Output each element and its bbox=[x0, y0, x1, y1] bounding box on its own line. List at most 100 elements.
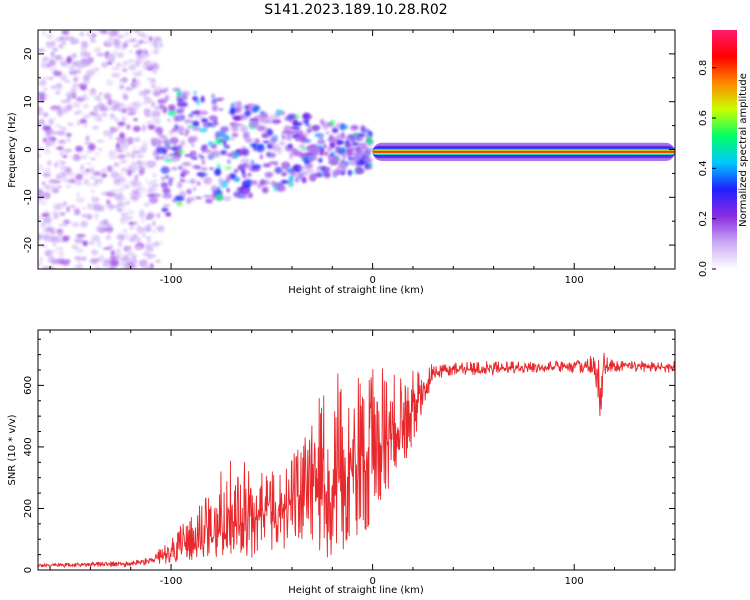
noise-blob bbox=[149, 80, 157, 84]
colorbar: 0.0 0.2 0.4 0.6 0.8 Normalized spectral ampl… bbox=[698, 30, 749, 277]
transition-blob bbox=[250, 159, 255, 166]
transition-blob bbox=[259, 179, 266, 186]
transition-blob bbox=[289, 152, 293, 160]
transition-blob bbox=[170, 154, 181, 162]
transition-blob bbox=[227, 159, 231, 165]
noise-blob bbox=[157, 131, 163, 137]
noise-blob bbox=[118, 83, 124, 91]
transition-blob bbox=[247, 172, 252, 177]
noise-blob bbox=[58, 250, 65, 258]
y-tick-label: 10 bbox=[23, 95, 34, 108]
noise-blob bbox=[76, 208, 81, 216]
spectrogram-x-ticks: -100 0 100 bbox=[49, 30, 656, 286]
colorbar-tick-label: 0.8 bbox=[698, 60, 709, 76]
noise-blob bbox=[114, 117, 119, 123]
noise-blob bbox=[133, 221, 138, 225]
noise-blob bbox=[131, 153, 136, 159]
transition-blob bbox=[318, 157, 323, 163]
noise-blob bbox=[111, 101, 120, 107]
noise-blob bbox=[119, 160, 128, 163]
transition-blob bbox=[287, 183, 295, 186]
transition-blob bbox=[163, 204, 171, 207]
noise-blob bbox=[142, 140, 148, 149]
noise-blob bbox=[80, 85, 87, 91]
noise-blob bbox=[59, 212, 66, 216]
noise-blob bbox=[46, 141, 50, 149]
noise-blob bbox=[130, 102, 137, 107]
transition-blob bbox=[171, 166, 178, 171]
noise-blob bbox=[152, 70, 158, 74]
transition-blob bbox=[272, 134, 279, 142]
transition-blob bbox=[177, 149, 184, 155]
noise-blob bbox=[76, 192, 80, 198]
noise-blob bbox=[120, 254, 125, 260]
transition-blob bbox=[163, 159, 174, 162]
noise-blob bbox=[152, 41, 159, 48]
transition-blob bbox=[240, 125, 248, 133]
noise-blob bbox=[108, 30, 117, 37]
noise-blob bbox=[66, 258, 71, 264]
transition-blob bbox=[298, 165, 308, 171]
transition-blob bbox=[365, 143, 373, 146]
noise-blob bbox=[130, 161, 139, 166]
transition-blob bbox=[300, 147, 308, 151]
noise-blob bbox=[123, 31, 131, 37]
transition-blob bbox=[280, 169, 284, 173]
transition-blob bbox=[172, 148, 177, 151]
noise-blob bbox=[40, 62, 48, 69]
noise-blob bbox=[79, 118, 87, 124]
noise-blob bbox=[87, 57, 94, 64]
noise-blob bbox=[66, 94, 72, 102]
noise-blob bbox=[105, 54, 115, 62]
colorbar-tick-label: 0.0 bbox=[698, 261, 709, 277]
noise-blob bbox=[140, 102, 147, 105]
noise-blob bbox=[117, 121, 126, 127]
transition-blob bbox=[261, 186, 269, 194]
transition-blob bbox=[322, 121, 330, 130]
transition-blob bbox=[348, 169, 352, 177]
noise-blob bbox=[70, 93, 77, 99]
noise-blob bbox=[122, 68, 128, 73]
noise-blob bbox=[146, 212, 154, 220]
transition-blob bbox=[363, 157, 373, 164]
noise-blob bbox=[118, 187, 124, 195]
noise-blob bbox=[153, 193, 162, 198]
transition-blob bbox=[192, 96, 198, 101]
noise-blob bbox=[132, 80, 140, 83]
noise-blob bbox=[38, 107, 43, 115]
noise-blob bbox=[114, 149, 118, 154]
transition-blob bbox=[336, 170, 342, 174]
noise-blob bbox=[101, 168, 107, 174]
transition-blob bbox=[216, 130, 226, 138]
transition-blob bbox=[243, 183, 252, 188]
noise-blob bbox=[95, 118, 103, 122]
transition-blob bbox=[243, 163, 253, 169]
transition-blob bbox=[224, 144, 230, 149]
noise-blob bbox=[47, 183, 56, 192]
noise-blob bbox=[66, 132, 72, 137]
noise-blob bbox=[39, 256, 43, 264]
transition-blob bbox=[292, 119, 299, 127]
noise-blob bbox=[66, 137, 71, 143]
noise-blob bbox=[109, 259, 120, 266]
transition-blob bbox=[190, 151, 197, 159]
transition-blob bbox=[161, 207, 169, 213]
noise-blob bbox=[150, 83, 156, 89]
noise-blob bbox=[62, 155, 68, 158]
transition-blob bbox=[285, 134, 293, 142]
transition-blob bbox=[279, 141, 286, 146]
transition-blob bbox=[190, 111, 198, 114]
noise-blob bbox=[106, 61, 112, 65]
noise-blob bbox=[58, 36, 66, 41]
noise-blob bbox=[115, 62, 122, 68]
noise-blob bbox=[91, 196, 95, 203]
noise-blob bbox=[50, 117, 57, 121]
transition-blob bbox=[282, 130, 293, 134]
noise-blob bbox=[104, 40, 108, 46]
noise-blob bbox=[120, 167, 130, 173]
transition-blob bbox=[215, 137, 224, 145]
transition-blob bbox=[236, 187, 245, 191]
noise-blob bbox=[60, 99, 70, 104]
noise-blob bbox=[69, 66, 76, 71]
snr-x-ticks: -100 0 100 bbox=[49, 330, 656, 587]
